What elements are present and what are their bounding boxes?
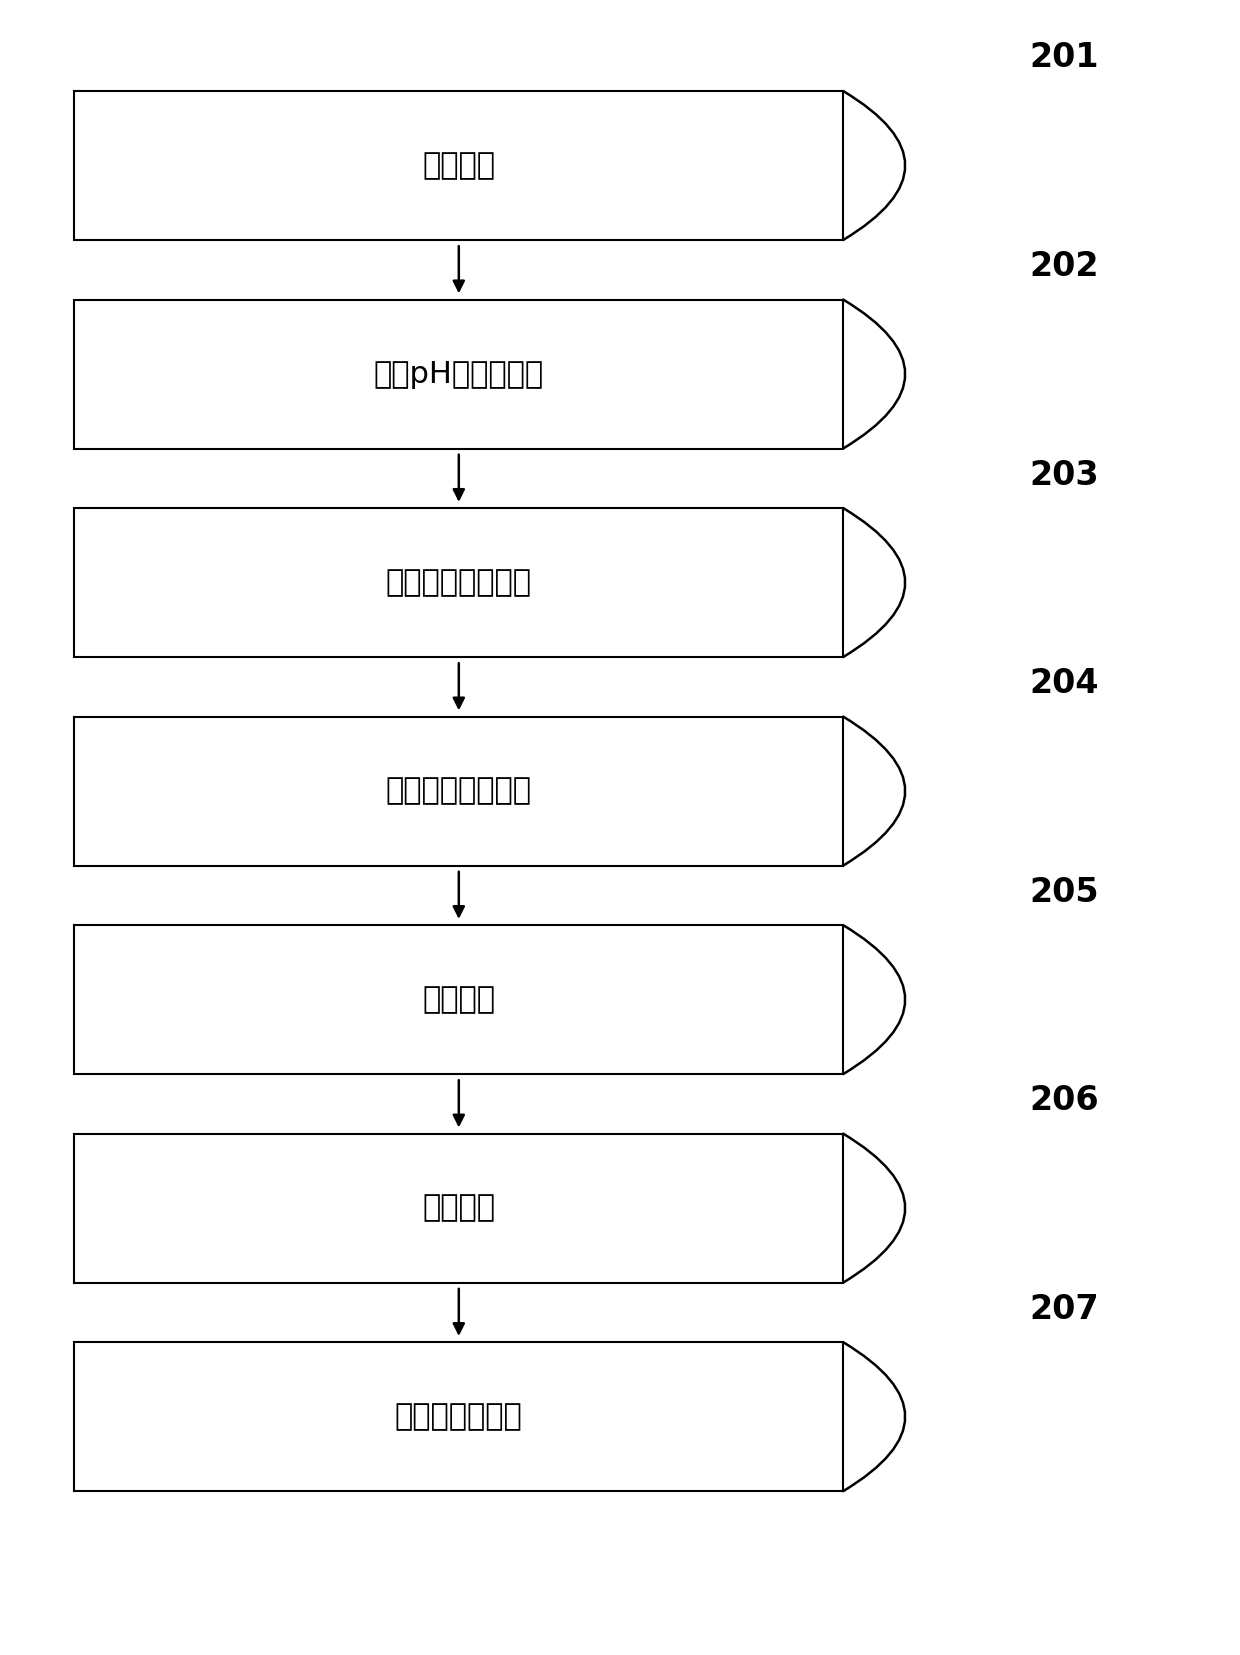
- Text: 205: 205: [1029, 875, 1099, 909]
- Text: 排水与排泥工序: 排水与排泥工序: [394, 1402, 523, 1432]
- FancyBboxPatch shape: [74, 91, 843, 240]
- Text: 204: 204: [1029, 667, 1099, 700]
- Text: 206: 206: [1029, 1084, 1099, 1117]
- FancyBboxPatch shape: [74, 300, 843, 449]
- Text: 芬顿氧化反应工序: 芬顿氧化反应工序: [386, 776, 532, 806]
- FancyBboxPatch shape: [74, 925, 843, 1074]
- Text: 沉淀工序: 沉淀工序: [423, 1193, 495, 1223]
- Text: 芬顿试剂投加工序: 芬顿试剂投加工序: [386, 568, 532, 597]
- FancyBboxPatch shape: [74, 717, 843, 866]
- Text: 203: 203: [1029, 458, 1099, 492]
- Text: 202: 202: [1029, 250, 1099, 283]
- Text: 207: 207: [1029, 1293, 1099, 1326]
- FancyBboxPatch shape: [74, 508, 843, 657]
- Text: 进水工序: 进水工序: [423, 151, 495, 180]
- Text: 201: 201: [1029, 41, 1099, 74]
- FancyBboxPatch shape: [74, 1134, 843, 1283]
- FancyBboxPatch shape: [74, 1342, 843, 1491]
- Text: 酸性pH值调控工序: 酸性pH值调控工序: [373, 359, 544, 389]
- Text: 絮凝工序: 絮凝工序: [423, 985, 495, 1015]
